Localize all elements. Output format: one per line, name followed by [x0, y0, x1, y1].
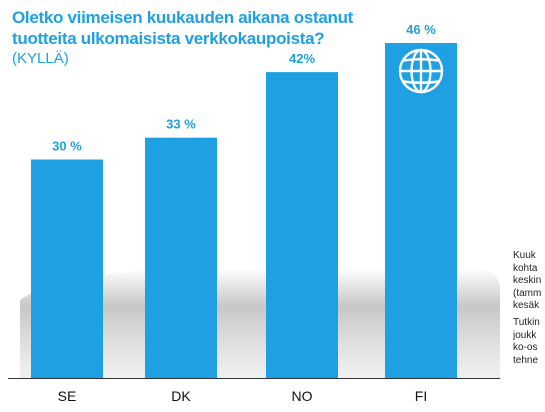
data-label-no: 42%	[289, 51, 315, 66]
side-note-line: kohta	[513, 262, 538, 274]
chart-title-line-1: Oletko viimeisen kuukauden aikana ostanu…	[12, 8, 354, 27]
data-label-se: 30 %	[52, 139, 82, 154]
globe-icon	[398, 48, 444, 94]
chart-title-line-2: tuotteita ulkomaisista verkkokaupoista?	[12, 29, 325, 48]
bar-no	[266, 72, 338, 378]
x-tick-label-fi: FI	[415, 388, 427, 404]
data-label-fi: 46 %	[406, 22, 436, 37]
side-note-line: joukk	[513, 329, 537, 341]
side-note-line: keskin	[513, 275, 542, 286]
x-tick-label-se: SE	[58, 388, 77, 404]
side-note-line: tehne	[513, 354, 539, 366]
side-note-line: Tutkin	[513, 317, 540, 328]
side-note-line: (tamm	[513, 287, 542, 299]
side-note-line: kesäk	[513, 300, 540, 311]
bar-se	[31, 159, 103, 378]
side-note-block-1: Kuuk kohta keskin (tamm kesäk	[513, 250, 545, 313]
x-tick-label-dk: DK	[171, 388, 191, 404]
bar-dk	[145, 137, 217, 378]
bar-shadow-backdrop	[20, 268, 500, 378]
side-note-line: ko-os	[513, 342, 538, 353]
chart-subtitle: (KYLLÄ)	[12, 50, 69, 67]
bar-fi	[385, 43, 457, 378]
side-note-line: Kuuk	[513, 250, 536, 261]
side-note-block-2: Tutkin joukk ko-os tehne	[513, 317, 545, 367]
x-tick-label-no: NO	[292, 388, 313, 404]
data-label-dk: 33 %	[166, 117, 196, 132]
